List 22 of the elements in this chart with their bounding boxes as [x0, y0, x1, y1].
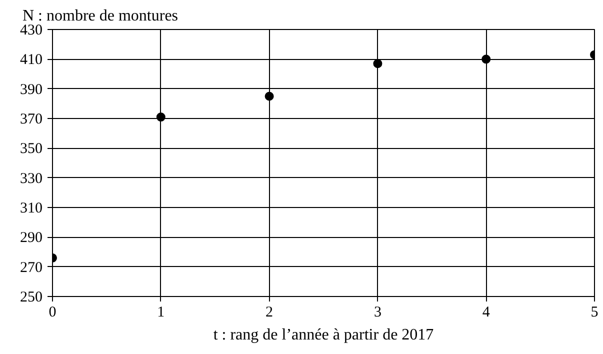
y-tick-label: 250 [20, 290, 42, 306]
point [482, 54, 491, 64]
y-tick-label: 410 [20, 52, 42, 68]
x-tick-label: 4 [482, 304, 490, 320]
point [373, 59, 382, 68]
y-axis-title: N : nombre de montures [22, 8, 178, 24]
x-tick-label: 5 [590, 304, 598, 320]
point [156, 112, 166, 122]
y-tick-label: 330 [20, 170, 42, 187]
x-tick-label: 0 [48, 304, 56, 320]
x-axis-title: t : rang de l’année à partir de 2017 [213, 326, 434, 344]
y-tick-label: 290 [20, 230, 42, 246]
x-tick-label: 1 [157, 304, 165, 320]
y-tick-label: 310 [20, 200, 42, 216]
y-tick-label: 430 [20, 22, 42, 38]
point [264, 92, 274, 101]
y-tick-label: 350 [20, 141, 42, 158]
x-tick-label: 3 [374, 304, 382, 320]
y-tick-label: 390 [20, 82, 42, 98]
y-tick-label: 270 [20, 260, 42, 276]
x-tick-label: 2 [266, 304, 274, 320]
y-tick-label: 370 [20, 112, 42, 128]
